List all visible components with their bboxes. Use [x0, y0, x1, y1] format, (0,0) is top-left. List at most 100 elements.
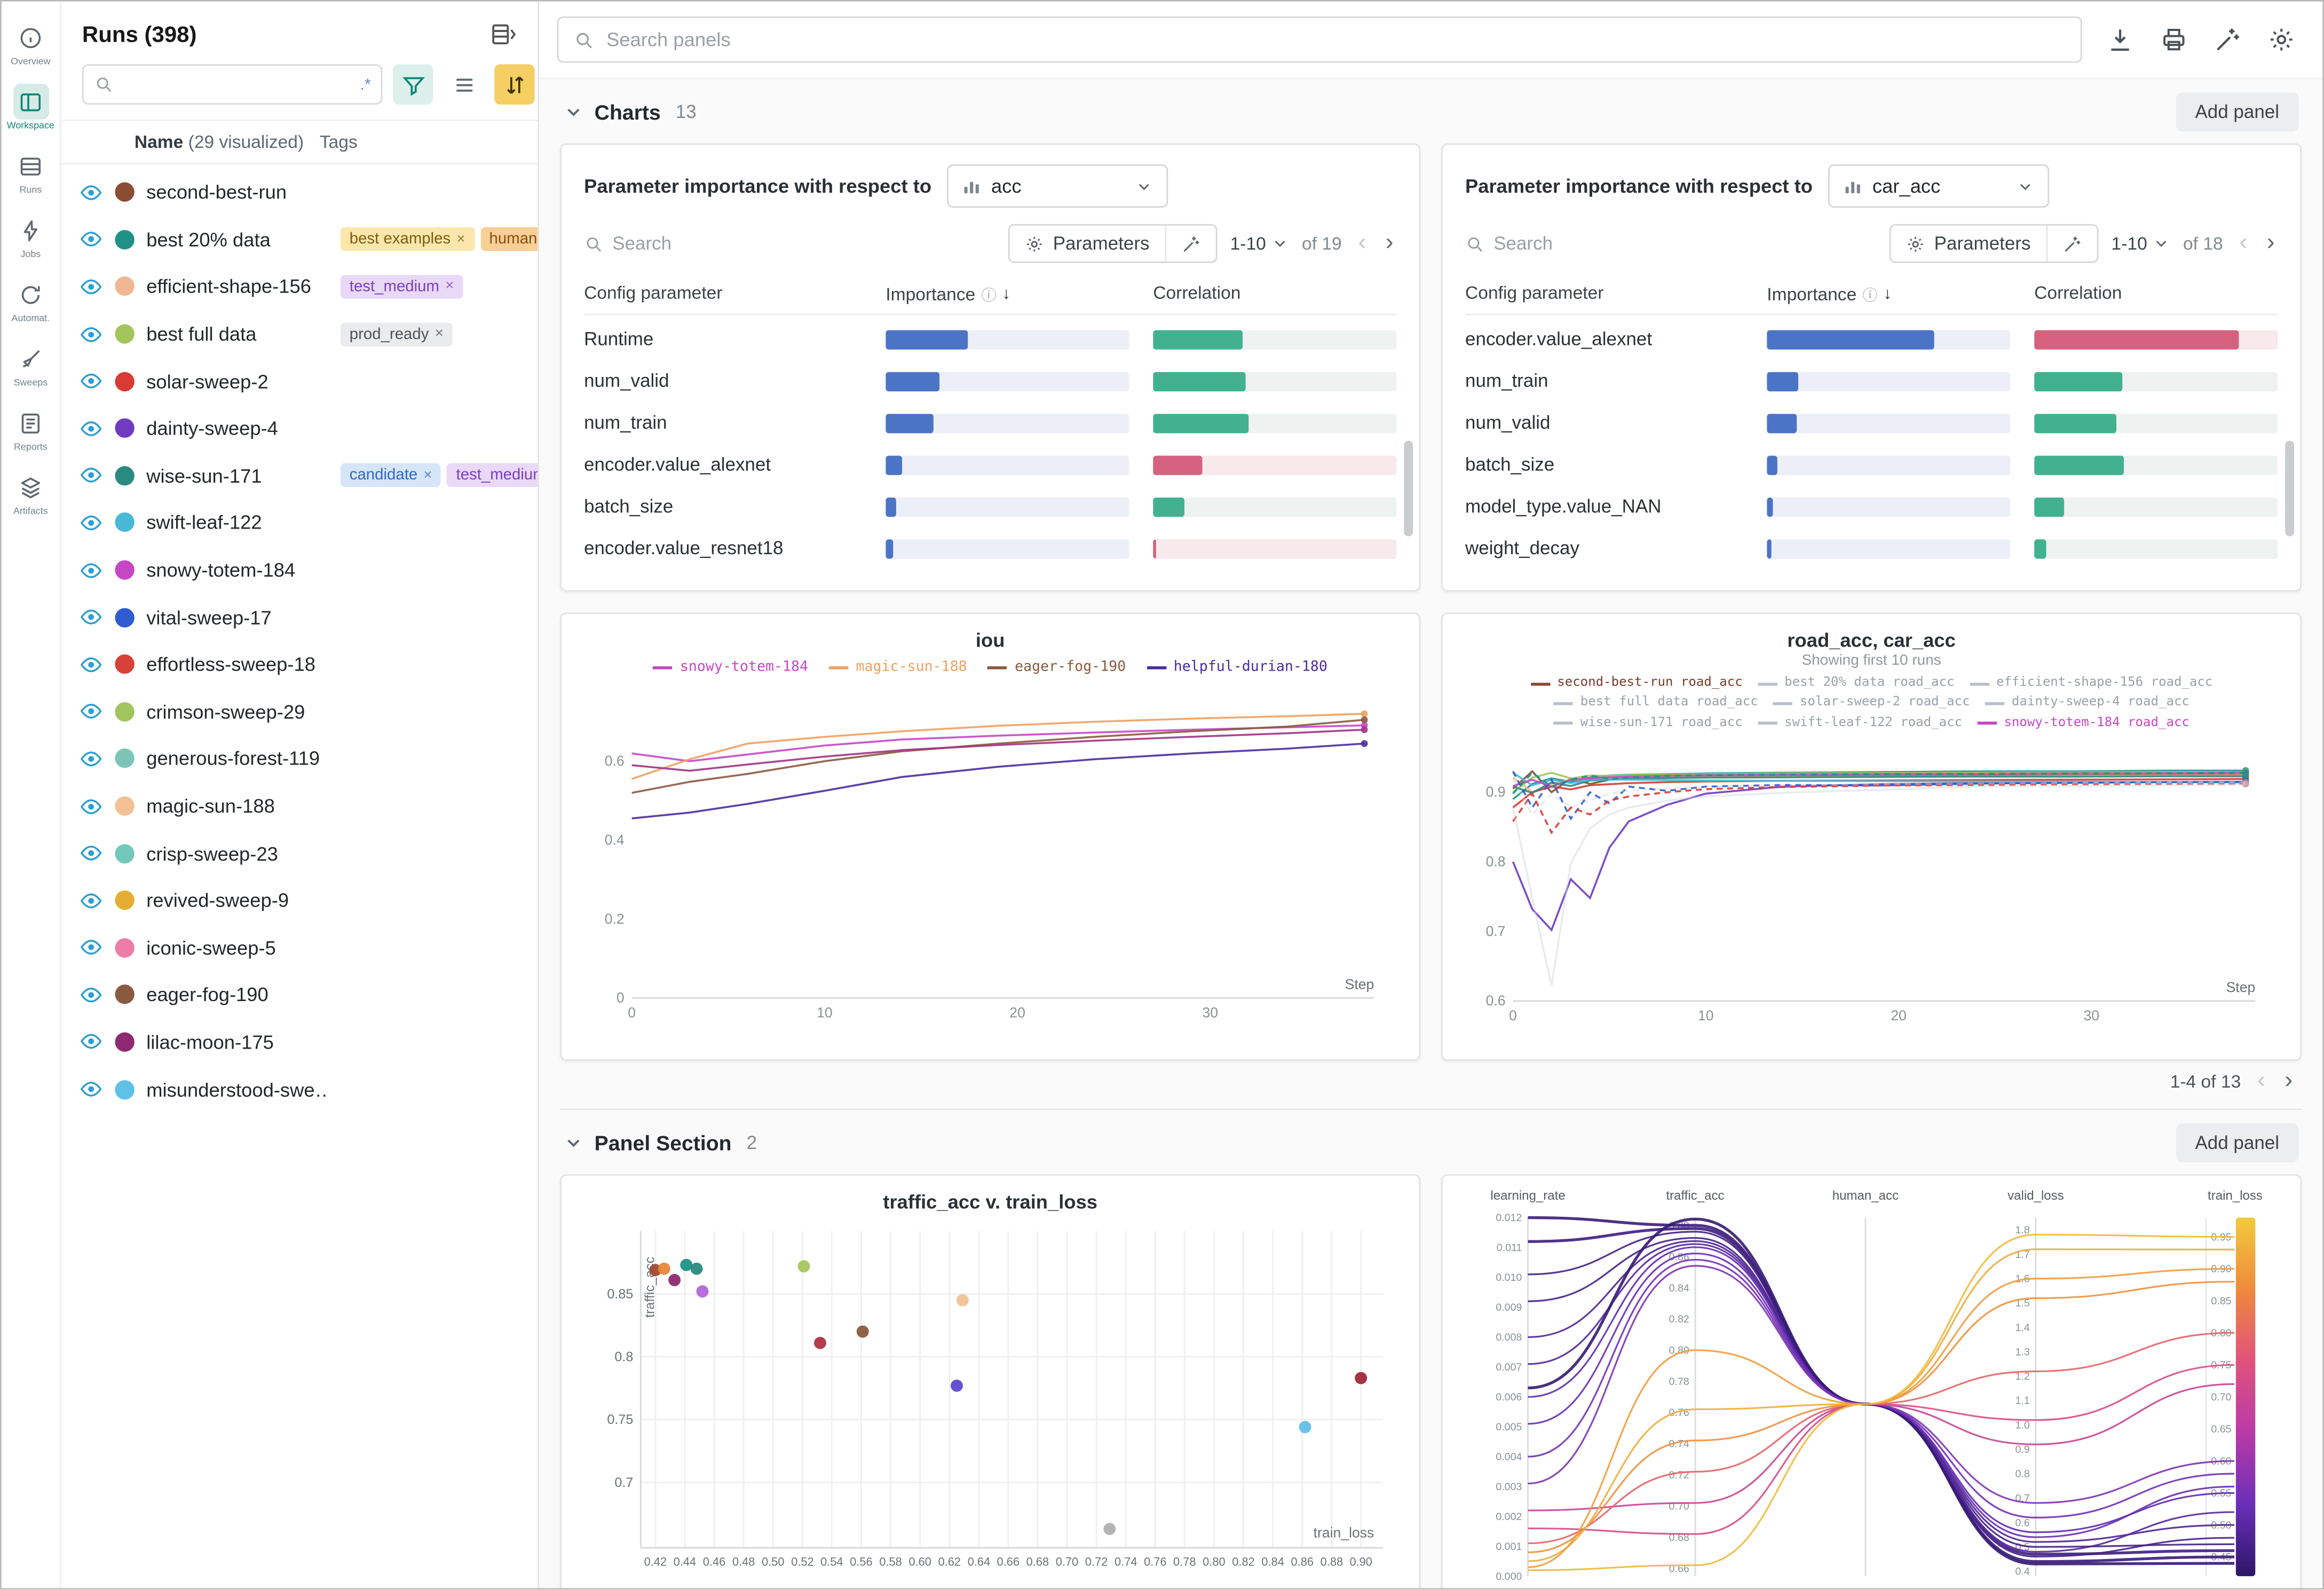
run-row[interactable]: crisp-sweep-23 — [61, 830, 538, 877]
visibility-eye-icon[interactable] — [79, 180, 103, 204]
visibility-eye-icon[interactable] — [79, 416, 103, 440]
run-row[interactable]: efficient-shape-156 test_medium × — [61, 263, 538, 310]
run-row[interactable]: iconic-sweep-5 — [61, 924, 538, 971]
visibility-eye-icon[interactable] — [79, 1077, 103, 1101]
visibility-eye-icon[interactable] — [79, 1030, 103, 1054]
settings-gear-icon[interactable] — [2267, 26, 2296, 54]
run-name[interactable]: lilac-moon-175 — [146, 1030, 274, 1053]
legend-item[interactable]: dainty-sweep-4 road_acc — [1985, 694, 2189, 713]
legend-item[interactable]: solar-sweep-2 road_acc — [1773, 694, 1970, 713]
run-row[interactable]: revived-sweep-9 — [61, 877, 538, 924]
col-importance[interactable]: Importance ⓘ ↓ — [886, 283, 1011, 305]
runs-search-input[interactable] — [121, 74, 353, 95]
parameters-button[interactable]: Parameters — [1009, 225, 1165, 262]
print-icon[interactable] — [2160, 26, 2188, 54]
export-icon[interactable] — [2106, 26, 2134, 54]
run-row[interactable]: magic-sun-188 — [61, 782, 538, 829]
visibility-eye-icon[interactable] — [79, 747, 103, 771]
visibility-eye-icon[interactable] — [79, 227, 103, 251]
tag-close-icon[interactable]: × — [434, 326, 444, 343]
legend-item[interactable]: second-best-run road_acc — [1530, 674, 1743, 694]
road-acc-line-chart[interactable]: 0.6 0.7 0.8 0.9 0 10 20 30 Step — [1465, 735, 2279, 1034]
legend-item[interactable]: best 20% data road_acc — [1757, 674, 1955, 694]
run-name[interactable]: wise-sun-171 — [146, 464, 262, 487]
run-row[interactable]: wise-sun-171 candidate × test_medium — [61, 452, 538, 499]
importance-search-input[interactable] — [612, 233, 995, 254]
run-name[interactable]: effortless-sweep-18 — [146, 653, 316, 676]
regex-toggle[interactable]: .* — [360, 75, 371, 93]
visibility-eye-icon[interactable] — [79, 605, 103, 629]
run-row[interactable]: generous-forest-119 — [61, 735, 538, 782]
run-row[interactable]: best 20% data best examples×humans× — [61, 216, 538, 263]
visibility-eye-icon[interactable] — [79, 983, 103, 1007]
iou-line-chart[interactable]: 0 0.2 0.4 0.6 0 10 20 30 Step — [583, 678, 1397, 1030]
col-correlation[interactable]: Correlation — [2034, 282, 2122, 304]
add-panel-button[interactable]: Add panel — [2176, 92, 2299, 132]
run-row[interactable]: second-best-run — [61, 169, 538, 216]
search-panels-input[interactable] — [606, 28, 2066, 51]
importance-search-box[interactable] — [584, 233, 995, 254]
sort-desc-icon[interactable]: ↓ — [1883, 285, 1892, 303]
run-row[interactable]: crimson-sweep-29 — [61, 688, 538, 735]
metric-select[interactable]: acc — [946, 164, 1168, 208]
visibility-eye-icon[interactable] — [79, 558, 103, 582]
visibility-eye-icon[interactable] — [79, 794, 103, 818]
filter-button[interactable] — [393, 64, 434, 105]
rows-per-page-select[interactable]: 1-10 — [2112, 233, 2170, 254]
scrollbar[interactable] — [1404, 440, 1413, 537]
run-name[interactable]: crisp-sweep-23 — [146, 842, 278, 865]
run-name[interactable]: efficient-shape-156 — [146, 276, 311, 298]
visibility-eye-icon[interactable] — [79, 699, 103, 723]
rail-item-reports[interactable]: Reports — [2, 399, 61, 463]
col-correlation[interactable]: Correlation — [1153, 282, 1241, 304]
visibility-eye-icon[interactable] — [79, 841, 103, 865]
search-panels-box[interactable] — [557, 16, 2082, 63]
run-name[interactable]: snowy-totem-184 — [146, 558, 296, 581]
group-button[interactable] — [444, 64, 485, 105]
legend-item[interactable]: eager-fog-190 — [987, 659, 1126, 675]
next-page-icon[interactable]: › — [2285, 1068, 2293, 1094]
magic-wand-button[interactable] — [2045, 225, 2097, 262]
importance-search-input[interactable] — [1493, 233, 1876, 254]
visibility-eye-icon[interactable] — [79, 322, 103, 346]
rail-item-jobs[interactable]: Jobs — [2, 206, 61, 270]
run-name[interactable]: crimson-sweep-29 — [146, 700, 305, 723]
run-row[interactable]: dainty-sweep-4 — [61, 405, 538, 452]
run-name[interactable]: generous-forest-119 — [146, 747, 320, 770]
legend-item[interactable]: magic-sun-188 — [829, 659, 967, 675]
scrollbar[interactable] — [2285, 440, 2295, 537]
legend-item[interactable]: snowy-totem-184 — [653, 659, 808, 675]
prev-page-icon[interactable]: ‹ — [2239, 230, 2248, 256]
rail-item-artifacts[interactable]: Artifacts — [2, 463, 61, 527]
parallel-coordinates-chart[interactable]: learning_rate 0.012 0.011 0.010 0.009 0.008 0.… — [1458, 1182, 2284, 1588]
next-page-icon[interactable]: › — [2266, 230, 2275, 256]
run-row[interactable]: solar-sweep-2 — [61, 358, 538, 405]
run-name[interactable]: eager-fog-190 — [146, 983, 268, 1006]
rail-item-automations[interactable]: Automat. — [2, 270, 61, 334]
run-row[interactable]: lilac-moon-175 — [61, 1018, 538, 1065]
run-tag[interactable]: test_medium × — [340, 274, 463, 299]
next-page-icon[interactable]: › — [1385, 230, 1394, 256]
name-column-header[interactable]: Name (29 visualized) — [134, 131, 304, 153]
add-panel-button[interactable]: Add panel — [2176, 1123, 2299, 1162]
visibility-eye-icon[interactable] — [79, 511, 103, 535]
run-tag[interactable]: best examples × — [340, 227, 475, 252]
run-name[interactable]: dainty-sweep-4 — [146, 417, 278, 440]
rows-per-page-select[interactable]: 1-10 — [1230, 233, 1289, 254]
run-name[interactable]: misunderstood-swe… — [146, 1078, 329, 1101]
sort-desc-icon[interactable]: ↓ — [1002, 285, 1011, 303]
rail-item-sweeps[interactable]: Sweeps — [2, 335, 61, 399]
rail-item-runs[interactable]: Runs — [2, 142, 61, 206]
tags-column-header[interactable]: Tags — [319, 131, 358, 153]
chevron-down-icon[interactable] — [563, 101, 584, 122]
tag-close-icon[interactable]: × — [456, 231, 465, 248]
run-name[interactable]: vital-sweep-17 — [146, 606, 272, 629]
run-name[interactable]: revived-sweep-9 — [146, 889, 289, 912]
legend-item[interactable]: best full data road_acc — [1553, 694, 1758, 713]
metric-select[interactable]: car_acc — [1827, 164, 2049, 208]
run-name[interactable]: magic-sun-188 — [146, 794, 275, 817]
importance-search-box[interactable] — [1465, 233, 1876, 254]
run-row[interactable]: swift-leaf-122 — [61, 499, 538, 546]
rail-item-workspace[interactable]: Workspace — [2, 78, 61, 142]
visibility-eye-icon[interactable] — [79, 936, 103, 960]
